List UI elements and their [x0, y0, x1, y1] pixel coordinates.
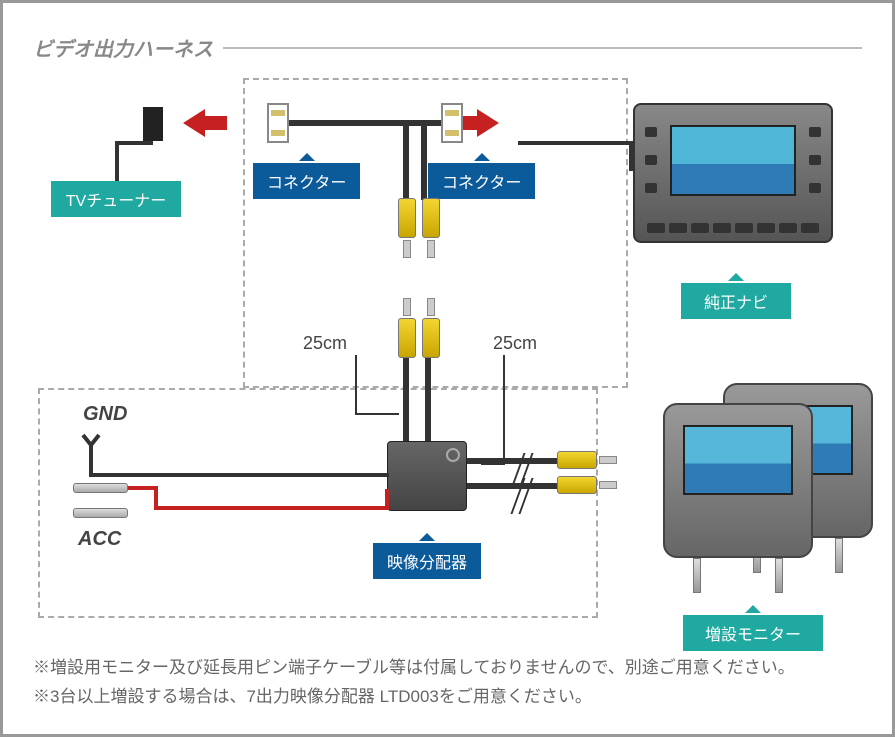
splitter-label: 映像分配器 [373, 543, 481, 579]
wire [425, 358, 431, 443]
wire [115, 141, 119, 181]
connector-label-left: コネクター [253, 163, 360, 199]
headrest-monitor-front [663, 403, 813, 593]
gnd-label: GND [83, 403, 127, 426]
arrow-left-icon [183, 109, 205, 137]
rca-plug [397, 198, 417, 258]
title-rule [223, 47, 862, 49]
page-title: ビデオ出力ハーネス [33, 33, 213, 62]
gnd-fork-icon [79, 431, 103, 455]
rca-plug [557, 450, 617, 470]
acc-label: ACC [78, 528, 121, 551]
length-label-2: 25cm [493, 333, 537, 354]
wire-red [154, 506, 389, 510]
wire [89, 453, 93, 475]
acc-plug [73, 483, 128, 493]
pointer-line [503, 355, 505, 465]
connector-label-right: コネクター [428, 163, 535, 199]
acc-plug-2 [73, 508, 128, 518]
rca-plug [557, 475, 617, 495]
video-splitter-box [387, 441, 467, 511]
wire [89, 473, 389, 477]
pointer-line [355, 413, 399, 415]
wire [289, 120, 441, 126]
wire-red [385, 489, 389, 510]
wire [403, 358, 409, 443]
cable-break-icon [513, 478, 533, 514]
connector-right [441, 103, 463, 143]
arrow-right-icon [477, 109, 499, 137]
notes: ※増設用モニター及び延長用ピン端子ケーブル等は付属しておりませんので、別途ご用意… [33, 654, 862, 712]
title-row: ビデオ出力ハーネス [33, 33, 862, 62]
note-2: ※3台以上増設する場合は、7出力映像分配器 LTD003をご用意ください。 [33, 683, 862, 712]
wire [403, 120, 409, 200]
nav-label: 純正ナビ [681, 283, 791, 319]
wire [421, 120, 427, 200]
tv-tuner-label: TVチューナー [51, 181, 181, 217]
connector-left [267, 103, 289, 143]
nav-screen [670, 125, 796, 196]
nav-unit [633, 103, 833, 243]
note-1: ※増設用モニター及び延長用ピン端子ケーブル等は付属しておりませんので、別途ご用意… [33, 654, 862, 683]
rca-plug [421, 298, 441, 358]
pointer-line [355, 355, 357, 415]
rca-plug [421, 198, 441, 258]
length-label-1: 25cm [303, 333, 347, 354]
wire [518, 141, 633, 145]
tuner-jack [143, 107, 163, 141]
wire [467, 458, 557, 464]
wire-red [154, 486, 158, 508]
wire [118, 141, 153, 145]
diagram-frame: ビデオ出力ハーネス TVチューナー コネクター コネクター 25cm 25cm … [0, 0, 895, 737]
monitors-label: 増設モニター [683, 615, 823, 651]
rca-plug [397, 298, 417, 358]
